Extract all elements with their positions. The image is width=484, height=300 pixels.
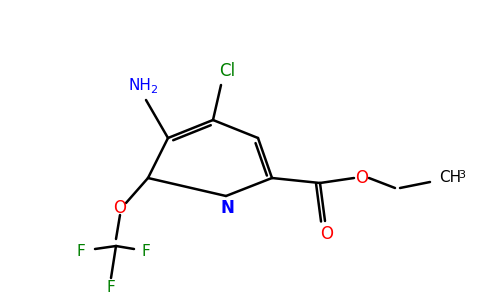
Text: F: F bbox=[106, 280, 115, 296]
Text: NH: NH bbox=[128, 79, 151, 94]
Text: F: F bbox=[76, 244, 85, 259]
Text: O: O bbox=[356, 169, 368, 187]
Text: N: N bbox=[220, 199, 234, 217]
Text: F: F bbox=[142, 244, 151, 259]
Text: Cl: Cl bbox=[219, 62, 235, 80]
Text: O: O bbox=[320, 225, 333, 243]
Text: O: O bbox=[114, 199, 126, 217]
Text: 3: 3 bbox=[458, 170, 466, 180]
Text: 2: 2 bbox=[150, 85, 157, 95]
Text: CH: CH bbox=[439, 170, 461, 185]
